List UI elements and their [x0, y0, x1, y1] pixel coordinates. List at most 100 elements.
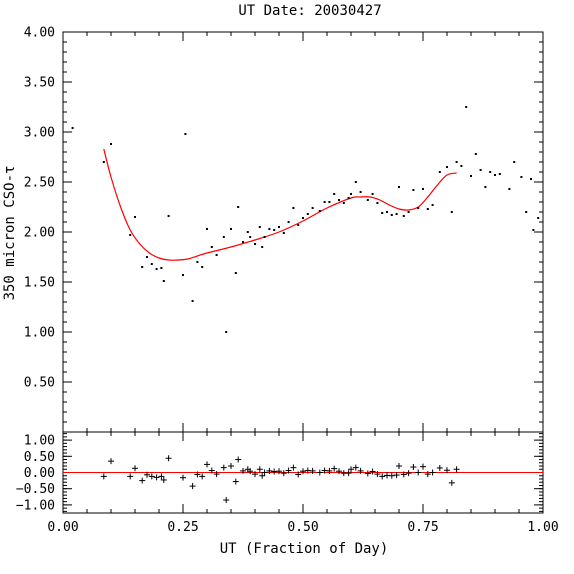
residual-point — [208, 467, 215, 474]
data-point — [246, 231, 249, 233]
data-point — [328, 201, 331, 203]
residual-point — [259, 472, 266, 479]
data-point — [407, 211, 410, 213]
residual-point — [223, 497, 230, 504]
main-plot-panel: 0.50 1.00 1.50 2.00 2.50 3.00 3.50 4.00 — [24, 26, 544, 433]
residual-point — [396, 463, 402, 470]
data-point — [366, 199, 369, 201]
x-tick-label: 0.50 — [287, 520, 318, 535]
data-point — [494, 174, 496, 176]
residual-point — [261, 469, 268, 476]
data-point — [134, 216, 136, 218]
data-point — [342, 202, 345, 204]
data-point — [182, 274, 184, 276]
residual-point — [290, 464, 297, 471]
y-tick-label: 3.50 — [24, 76, 55, 91]
residual-point — [348, 466, 354, 473]
data-point — [508, 188, 511, 190]
data-point — [455, 161, 458, 163]
data-point — [222, 236, 225, 238]
residual-point — [228, 463, 234, 470]
residual-point — [357, 467, 364, 474]
data-point — [302, 217, 304, 219]
data-point — [110, 143, 112, 145]
residual-point — [153, 474, 160, 481]
x-tick-label: 0.25 — [167, 520, 198, 535]
data-point — [282, 232, 285, 234]
data-point — [465, 106, 468, 108]
data-point — [498, 173, 501, 175]
residual-point — [429, 469, 436, 476]
data-point — [426, 208, 429, 210]
residual-point — [393, 472, 400, 479]
residual-point — [326, 467, 333, 474]
data-point — [292, 207, 295, 209]
data-point — [470, 175, 472, 177]
residual-point — [266, 467, 273, 474]
residual-point — [100, 473, 107, 480]
residual-point — [204, 461, 210, 468]
residual-point — [448, 479, 455, 486]
data-point — [249, 236, 252, 238]
x-tick-label: 0.75 — [407, 520, 438, 535]
data-point — [537, 217, 540, 219]
data-point — [438, 171, 441, 173]
data-point — [155, 268, 158, 270]
y-tick-label: 1.50 — [24, 276, 55, 291]
residual-point — [189, 483, 196, 490]
data-point — [525, 211, 528, 213]
data-point — [386, 211, 388, 213]
data-point — [141, 266, 144, 268]
y-tick-label: 1.00 — [24, 326, 55, 341]
data-point — [196, 261, 199, 263]
data-point — [323, 201, 326, 203]
residual-point — [336, 468, 342, 475]
data-point — [261, 246, 264, 248]
data-point — [167, 215, 170, 217]
data-point — [431, 204, 434, 206]
residual-point — [453, 466, 460, 473]
data-point — [520, 176, 523, 178]
data-point — [273, 229, 276, 231]
residual-point — [160, 476, 167, 483]
data-point — [287, 221, 290, 223]
data-point — [129, 234, 132, 236]
residual-point — [240, 467, 246, 474]
residual-point — [415, 469, 422, 476]
residual-point — [194, 471, 201, 478]
residual-point — [235, 456, 242, 463]
res-y-tick-label: −0.50 — [16, 482, 55, 497]
y-tick-label: 4.00 — [24, 26, 55, 41]
residual-point — [420, 463, 426, 470]
residual-point — [127, 473, 134, 480]
data-point — [234, 272, 237, 274]
data-point — [237, 206, 240, 208]
data-point — [242, 241, 244, 243]
data-point — [347, 197, 350, 199]
residual-point — [388, 472, 395, 479]
data-point — [376, 202, 379, 204]
residual-point — [213, 471, 220, 478]
data-point — [446, 166, 448, 168]
residual-point — [309, 467, 316, 474]
data-point — [422, 188, 424, 190]
y-tick-label: 0.50 — [24, 376, 55, 391]
data-point — [184, 133, 187, 135]
residual-point — [400, 471, 407, 478]
data-point — [412, 189, 415, 191]
data-point — [150, 263, 153, 265]
residual-point — [252, 471, 258, 478]
res-y-tick-label: 0.50 — [24, 450, 55, 465]
data-point — [297, 224, 300, 226]
residual-point — [144, 471, 150, 478]
data-point — [215, 254, 218, 256]
residual-point — [199, 473, 206, 480]
res-y-tick-label: 0.00 — [24, 466, 55, 481]
data-point — [474, 153, 477, 155]
x-tick-label: 0.00 — [47, 520, 78, 535]
y-tick-label: 2.00 — [24, 226, 55, 241]
data-point — [306, 213, 309, 215]
residual-point — [374, 471, 381, 478]
residual-point — [220, 464, 227, 471]
